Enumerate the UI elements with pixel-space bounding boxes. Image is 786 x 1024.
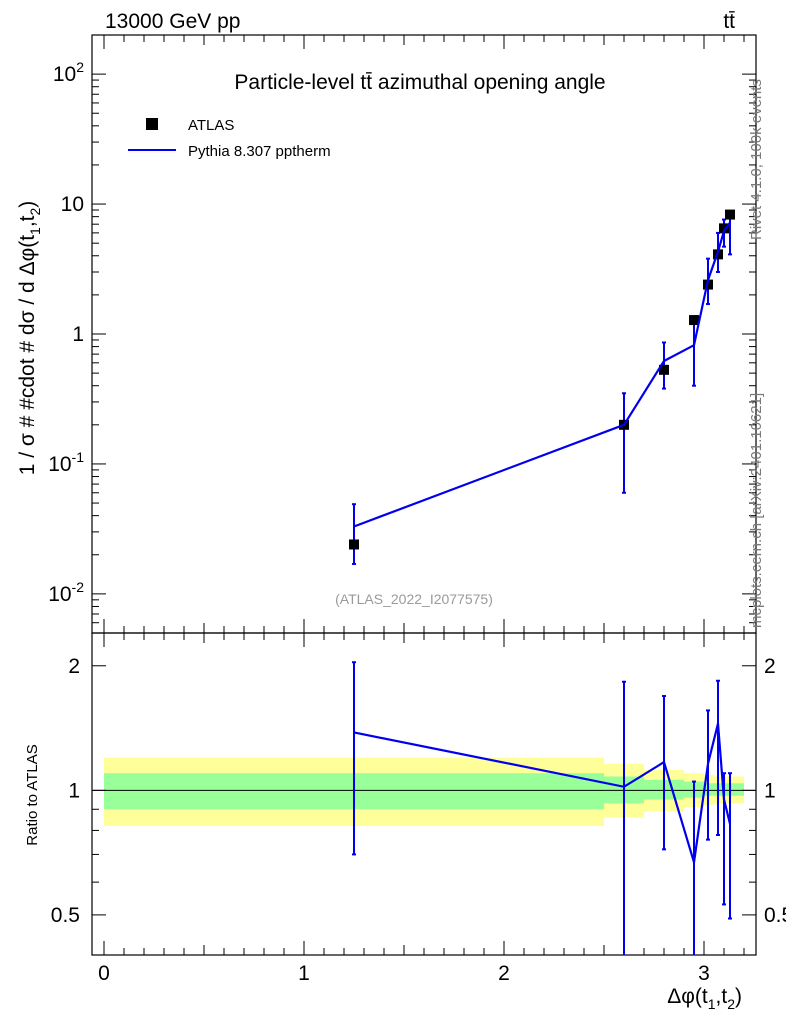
analysis-watermark: (ATLAS_2022_I2077575): [335, 591, 493, 607]
ratio-y-tick-label-left: 0.5: [51, 904, 80, 927]
x-tick-label: 3: [698, 962, 710, 985]
main-x-axis-ticks: [103, 35, 745, 633]
ratio-x-axis: 0 1 2 3: [98, 633, 745, 985]
chart-title: Particle-level tt̄ azimuthal opening ang…: [234, 71, 605, 94]
legend-label-atlas: ATLAS: [188, 117, 234, 134]
main-y-tick-label: 102: [53, 59, 84, 86]
main-y-tick-label: 1: [72, 323, 84, 346]
atlas-data-point: [719, 223, 729, 234]
atlas-data-point: [689, 315, 699, 326]
process-label: tt̄: [723, 10, 735, 33]
x-axis-label: Δφ(t1,t2): [667, 985, 742, 1012]
ratio-y-axis: 0.5 0.5 1 1 2 2: [51, 655, 786, 956]
atlas-data-point: [659, 364, 669, 375]
ratio-y-tick-label-right: 2: [764, 655, 776, 678]
legend-label-pythia: Pythia 8.307 pptherm: [188, 143, 331, 160]
legend-marker-atlas: [146, 118, 158, 130]
main-y-tick-label: 10-1: [48, 449, 84, 476]
x-tick-label: 1: [298, 962, 310, 985]
x-tick-label: 0: [98, 962, 110, 985]
ratio-y-tick-label-right: 1: [764, 779, 776, 802]
ratio-panel: 0.5 0.5 1 1 2 2 0 1 2 3: [51, 632, 786, 985]
mc-line: [353, 221, 731, 528]
ratio-y-tick-label-left: 2: [68, 655, 80, 678]
atlas-data-point: [349, 539, 359, 550]
mcplots-side-label: mcplots.cern.ch [arXiv:2401.10621]: [748, 393, 765, 628]
ratio-y-axis-label: Ratio to ATLAS: [24, 744, 41, 845]
main-y-tick-label: 10-2: [48, 579, 84, 606]
ratio-band-inner: [728, 783, 744, 796]
ratio-mc-line: [353, 723, 732, 863]
legend: ATLAS Pythia 8.307 pptherm: [128, 117, 331, 160]
energy-label: 13000 GeV pp: [105, 10, 240, 33]
main-y-axis-label: 1 / σ # #cdot # dσ / d Δφ(t1,t2): [16, 201, 43, 476]
ratio-y-tick-label-right: 0.5: [764, 904, 786, 927]
rivet-side-label: Rivet 4.1.0, 100k events: [748, 79, 765, 240]
main-y-tick-label: 10: [61, 193, 84, 216]
x-tick-label: 2: [498, 962, 510, 985]
atlas-data-point: [725, 209, 735, 220]
ratio-y-tick-label-left: 1: [68, 779, 80, 802]
